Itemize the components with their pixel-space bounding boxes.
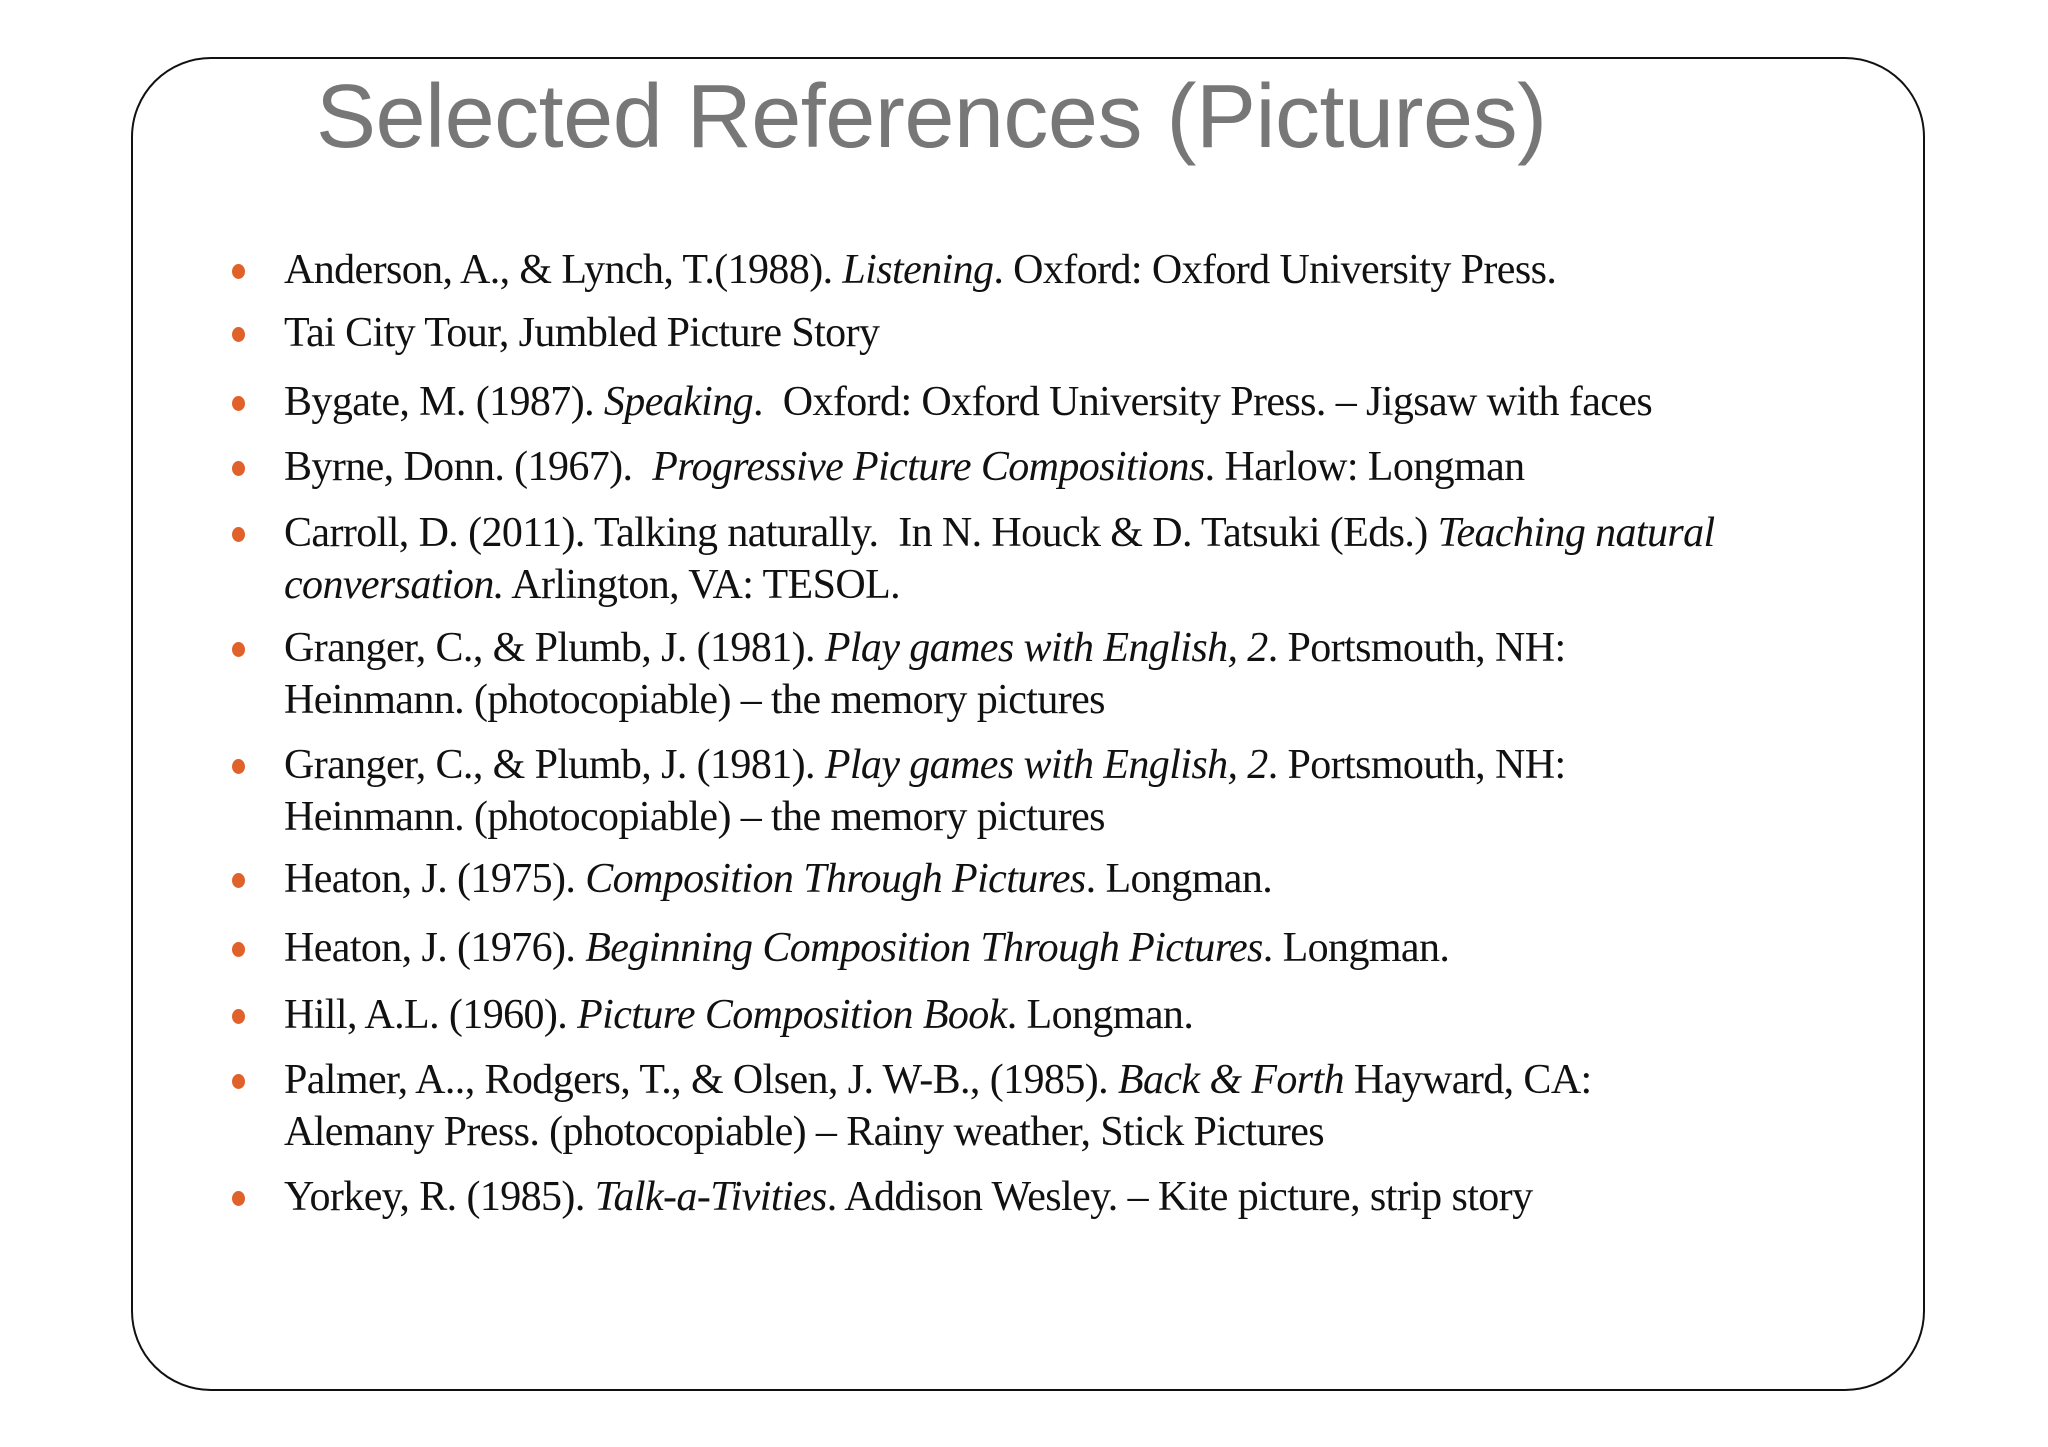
bullet-icon xyxy=(232,264,245,279)
reference-line: Heinmann. (photocopiable) – the memory p… xyxy=(284,791,1566,843)
reference-item: Heaton, J. (1975). Composition Through P… xyxy=(232,853,1273,905)
reference-text: Carroll, D. (2011). Talking naturally. I… xyxy=(284,510,1438,556)
reference-item: Granger, C., & Plumb, J. (1981). Play ga… xyxy=(232,739,1566,843)
reference-text: Anderson, A., & Lynch, T.(1988). xyxy=(284,247,843,293)
reference-item: Byrne, Donn. (1967). Progressive Picture… xyxy=(232,441,1525,493)
reference-line: Carroll, D. (2011). Talking naturally. I… xyxy=(284,507,1715,559)
reference-text: Byrne, Donn. (1967). xyxy=(284,444,653,490)
reference-item: Granger, C., & Plumb, J. (1981). Play ga… xyxy=(232,622,1566,726)
reference-line: Yorkey, R. (1985). Talk-a-Tivities. Addi… xyxy=(284,1171,1533,1223)
reference-text: . Portsmouth, NH: xyxy=(1267,625,1566,671)
reference-text: Heinmann. (photocopiable) – the memory p… xyxy=(284,677,1105,723)
reference-text: Palmer, A.., Rodgers, T., & Olsen, J. W-… xyxy=(284,1057,1118,1103)
slide-title: Selected References (Pictures) xyxy=(316,67,1547,167)
slide-frame xyxy=(131,57,1925,1391)
reference-text: Hill, A.L. (1960). xyxy=(284,992,578,1038)
reference-text: . Longman. xyxy=(1262,925,1450,971)
reference-title-italic: Beginning Composition Through Pictures xyxy=(585,925,1263,971)
reference-text: Heaton, J. (1976). xyxy=(284,925,586,971)
reference-line: Anderson, A., & Lynch, T.(1988). Listeni… xyxy=(284,244,1557,296)
reference-title-italic: Speaking xyxy=(603,379,754,425)
bullet-icon xyxy=(232,1009,245,1024)
reference-text: Granger, C., & Plumb, J. (1981). xyxy=(284,625,825,671)
reference-text: Heinmann. (photocopiable) – the memory p… xyxy=(284,794,1105,840)
reference-text: . Harlow: Longman xyxy=(1204,444,1526,490)
reference-text: Yorkey, R. (1985). xyxy=(284,1174,595,1220)
reference-text: . Longman. xyxy=(1006,992,1194,1038)
reference-line: conversation. Arlington, VA: TESOL. xyxy=(284,559,1715,611)
reference-title-italic: Listening xyxy=(842,247,994,293)
reference-title-italic: Progressive Picture Compositions xyxy=(652,444,1205,490)
reference-title-italic: Composition Through Pictures xyxy=(585,856,1086,902)
reference-title-italic: Talk-a-Tivities xyxy=(594,1174,828,1220)
reference-line: Alemany Press. (photocopiable) – Rainy w… xyxy=(284,1106,1592,1158)
reference-text: . Longman. xyxy=(1085,856,1273,902)
bullet-icon xyxy=(232,642,245,657)
reference-line: Granger, C., & Plumb, J. (1981). Play ga… xyxy=(284,622,1566,674)
reference-text: Granger, C., & Plumb, J. (1981). xyxy=(284,742,825,788)
bullet-icon xyxy=(232,527,245,542)
reference-title-italic: Teaching natural xyxy=(1437,510,1716,556)
reference-item: Carroll, D. (2011). Talking naturally. I… xyxy=(232,507,1715,611)
bullet-icon xyxy=(232,461,245,476)
reference-text: Heaton, J. (1975). xyxy=(284,856,586,902)
reference-item: Heaton, J. (1976). Beginning Composition… xyxy=(232,922,1450,974)
bullet-icon xyxy=(232,942,245,957)
reference-item: Tai City Tour, Jumbled Picture Story xyxy=(232,307,880,359)
reference-line: Palmer, A.., Rodgers, T., & Olsen, J. W-… xyxy=(284,1054,1592,1106)
reference-text: . Addison Wesley. – Kite picture, strip … xyxy=(826,1174,1533,1220)
reference-item: Anderson, A., & Lynch, T.(1988). Listeni… xyxy=(232,244,1557,296)
reference-text: . Portsmouth, NH: xyxy=(1267,742,1566,788)
reference-text: Tai City Tour, Jumbled Picture Story xyxy=(284,310,880,356)
reference-item: Bygate, M. (1987). Speaking. Oxford: Oxf… xyxy=(232,376,1653,428)
reference-item: Yorkey, R. (1985). Talk-a-Tivities. Addi… xyxy=(232,1171,1533,1223)
reference-line: Byrne, Donn. (1967). Progressive Picture… xyxy=(284,441,1525,493)
reference-title-italic: conversation. xyxy=(284,562,504,608)
bullet-icon xyxy=(232,1074,245,1089)
reference-item: Palmer, A.., Rodgers, T., & Olsen, J. W-… xyxy=(232,1054,1592,1158)
bullet-icon xyxy=(232,873,245,888)
reference-title-italic: Back & Forth xyxy=(1117,1057,1345,1103)
reference-line: Granger, C., & Plumb, J. (1981). Play ga… xyxy=(284,739,1566,791)
reference-text: Arlington, VA: TESOL. xyxy=(503,562,901,608)
reference-line: Heinmann. (photocopiable) – the memory p… xyxy=(284,674,1566,726)
reference-line: Heaton, J. (1975). Composition Through P… xyxy=(284,853,1273,905)
bullet-icon xyxy=(232,759,245,774)
reference-title-italic: Play games with English, 2 xyxy=(824,625,1268,671)
reference-text: Bygate, M. (1987). xyxy=(284,379,604,425)
reference-line: Heaton, J. (1976). Beginning Composition… xyxy=(284,922,1450,974)
bullet-icon xyxy=(232,1191,245,1206)
reference-title-italic: Play games with English, 2 xyxy=(824,742,1268,788)
bullet-icon xyxy=(232,327,245,342)
bullet-icon xyxy=(232,396,245,411)
reference-text: . Oxford: Oxford University Press. xyxy=(993,247,1557,293)
reference-line: Bygate, M. (1987). Speaking. Oxford: Oxf… xyxy=(284,376,1653,428)
reference-line: Hill, A.L. (1960). Picture Composition B… xyxy=(284,989,1194,1041)
reference-item: Hill, A.L. (1960). Picture Composition B… xyxy=(232,989,1194,1041)
reference-line: Tai City Tour, Jumbled Picture Story xyxy=(284,307,880,359)
reference-text: . Oxford: Oxford University Press. – Jig… xyxy=(753,379,1653,425)
reference-text: Hayward, CA: xyxy=(1343,1057,1592,1103)
reference-title-italic: Picture Composition Book xyxy=(577,992,1007,1038)
reference-text: Alemany Press. (photocopiable) – Rainy w… xyxy=(284,1109,1325,1155)
